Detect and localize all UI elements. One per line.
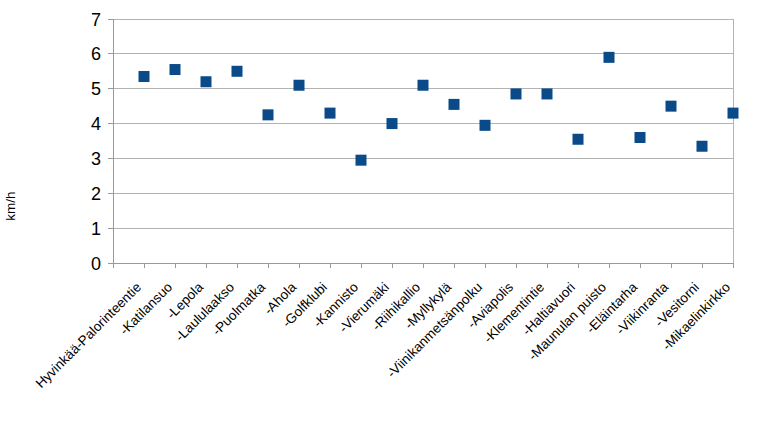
y-tick-label: 4 [91,114,101,134]
y-axis-title: km/h [3,184,19,228]
data-point-marker [356,155,367,166]
data-point-marker [325,108,336,119]
data-point-marker [542,88,553,99]
y-tick-label: 6 [91,44,101,64]
data-point-marker [387,118,398,129]
data-point-marker [666,101,677,112]
data-point-marker [170,64,181,75]
y-tick-label: 0 [91,254,101,274]
y-tick-label: 5 [91,79,101,99]
data-point-marker [418,80,429,91]
y-tick-label: 1 [91,219,101,239]
data-point-marker [573,134,584,145]
chart-plot-area: 01234567Hyvinkää-Palorinteentie-Katilans… [0,0,757,425]
data-point-marker [511,88,522,99]
y-tick-label: 3 [91,149,101,169]
data-point-marker [697,141,708,152]
data-point-marker [232,66,243,77]
data-point-marker [728,108,739,119]
data-point-marker [263,109,274,120]
data-point-marker [480,120,491,131]
data-point-marker [449,99,460,110]
y-tick-label: 7 [91,10,101,30]
data-point-marker [201,76,212,87]
speed-scatter-chart: 01234567Hyvinkää-Palorinteentie-Katilans… [0,0,757,425]
data-point-marker [294,80,305,91]
data-point-marker [635,132,646,143]
data-point-marker [139,71,150,82]
data-point-marker [604,52,615,63]
y-tick-label: 2 [91,184,101,204]
